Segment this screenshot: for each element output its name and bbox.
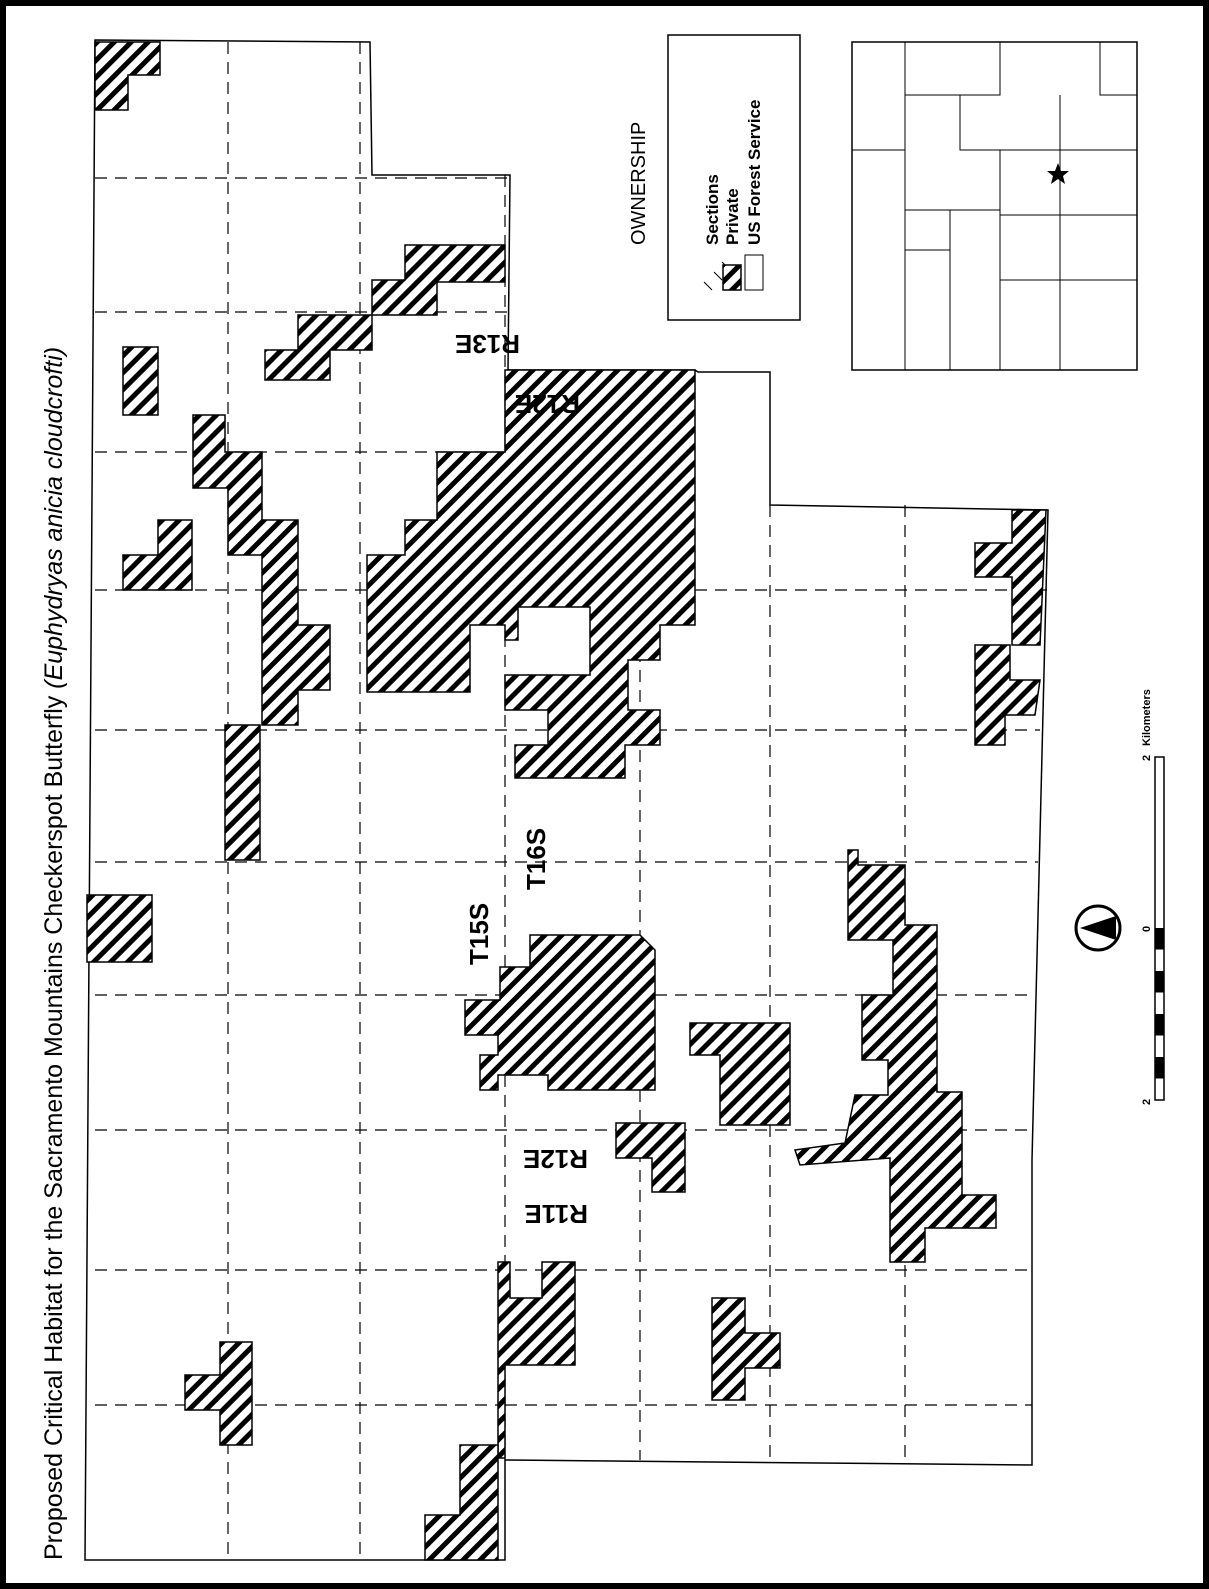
boundary bbox=[84, 39, 1049, 1561]
scale-tick: 0 bbox=[1141, 926, 1153, 932]
north-arrow bbox=[1074, 904, 1122, 952]
range-label: R11E bbox=[524, 1199, 588, 1229]
legend: OWNERSHIP Sections Private US Forest Ser… bbox=[628, 34, 801, 321]
legend-forest-symbol bbox=[744, 254, 764, 291]
legend-item: Sections bbox=[703, 174, 722, 245]
scale-tick: 2 bbox=[1141, 755, 1153, 761]
range-label: R12E bbox=[523, 1144, 588, 1174]
township-label: T15S bbox=[464, 903, 494, 965]
legend-item: Private bbox=[723, 188, 742, 245]
scale-bar: 2 0 2 Kilometers bbox=[1141, 689, 1165, 1105]
township-label: T16S bbox=[521, 828, 551, 890]
location-star bbox=[1047, 163, 1069, 184]
range-label: R12E bbox=[515, 389, 580, 419]
locator-map bbox=[851, 41, 1138, 371]
private-parcels bbox=[86, 41, 1047, 1561]
range-label: R13E bbox=[455, 329, 520, 359]
scale-tick: 2 bbox=[1141, 1099, 1153, 1105]
legend-private-symbol bbox=[722, 264, 742, 291]
scale-unit: Kilometers bbox=[1141, 689, 1153, 746]
map: R13E R12E T15S T16S R12E R11E bbox=[84, 39, 1049, 1561]
title: Proposed Critical Habitat for the Sacram… bbox=[40, 347, 68, 1560]
legend-item: US Forest Service bbox=[745, 99, 764, 245]
legend-heading: OWNERSHIP bbox=[628, 122, 650, 245]
